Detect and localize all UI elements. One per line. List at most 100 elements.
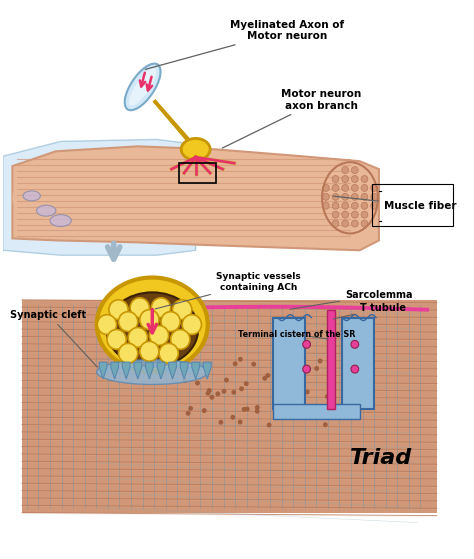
Bar [273, 404, 360, 419]
Circle shape [351, 202, 358, 209]
Circle shape [244, 381, 249, 386]
Circle shape [332, 202, 339, 209]
Bar [179, 163, 216, 183]
Circle shape [245, 406, 250, 411]
Ellipse shape [23, 191, 40, 201]
Circle shape [262, 376, 267, 381]
Circle shape [237, 420, 243, 424]
Circle shape [361, 220, 368, 227]
Circle shape [182, 315, 201, 334]
Circle shape [128, 328, 147, 347]
Text: T tubule: T tubule [333, 303, 406, 319]
Circle shape [210, 395, 214, 400]
Circle shape [173, 300, 192, 320]
Circle shape [303, 365, 310, 373]
Text: Terminal cistern of the SR: Terminal cistern of the SR [238, 330, 356, 339]
Circle shape [224, 377, 229, 382]
Circle shape [342, 167, 348, 173]
Ellipse shape [36, 205, 56, 216]
Ellipse shape [97, 359, 208, 385]
Circle shape [361, 184, 368, 191]
Circle shape [332, 193, 339, 200]
Circle shape [342, 220, 348, 227]
Circle shape [321, 404, 326, 409]
Polygon shape [273, 318, 305, 409]
Circle shape [318, 358, 322, 363]
Text: Sarcolemma: Sarcolemma [290, 290, 413, 309]
Circle shape [322, 202, 329, 209]
Text: Synaptic vessels
containing ACh: Synaptic vessels containing ACh [155, 272, 301, 309]
Circle shape [251, 362, 256, 367]
Circle shape [371, 202, 377, 209]
Circle shape [322, 193, 329, 200]
Circle shape [351, 365, 359, 373]
Circle shape [323, 422, 328, 427]
Circle shape [186, 411, 191, 416]
Ellipse shape [97, 277, 208, 372]
Polygon shape [12, 146, 379, 250]
Polygon shape [122, 362, 130, 379]
Circle shape [332, 211, 339, 218]
Circle shape [182, 378, 187, 383]
Circle shape [332, 220, 339, 227]
Circle shape [351, 167, 358, 173]
Circle shape [361, 176, 368, 182]
Text: Motor neuron
axon branch: Motor neuron axon branch [222, 89, 361, 148]
Circle shape [188, 406, 193, 411]
Circle shape [159, 343, 178, 363]
Circle shape [361, 193, 368, 200]
Polygon shape [99, 362, 107, 379]
Polygon shape [3, 139, 196, 255]
Circle shape [215, 391, 220, 396]
Circle shape [342, 202, 348, 209]
Circle shape [342, 184, 348, 191]
Circle shape [219, 420, 223, 425]
Circle shape [342, 211, 348, 218]
Circle shape [289, 390, 293, 395]
Circle shape [231, 390, 236, 395]
Text: Synaptic cleft: Synaptic cleft [10, 310, 97, 367]
Polygon shape [180, 362, 188, 379]
Circle shape [233, 361, 237, 366]
Bar [327, 310, 335, 409]
Circle shape [351, 220, 358, 227]
Circle shape [351, 340, 359, 348]
Ellipse shape [129, 68, 156, 106]
Circle shape [171, 329, 190, 349]
Ellipse shape [12, 168, 99, 228]
Circle shape [342, 176, 348, 182]
Circle shape [332, 176, 339, 182]
Polygon shape [169, 362, 176, 379]
Circle shape [277, 389, 282, 394]
Circle shape [222, 389, 227, 394]
Polygon shape [203, 362, 211, 379]
Circle shape [207, 388, 212, 393]
Circle shape [275, 382, 280, 387]
Circle shape [292, 378, 297, 383]
Circle shape [118, 343, 138, 363]
Circle shape [118, 312, 138, 331]
Circle shape [342, 193, 348, 200]
Polygon shape [134, 362, 142, 379]
Circle shape [265, 373, 270, 378]
Circle shape [332, 184, 339, 191]
Circle shape [361, 211, 368, 218]
Circle shape [351, 211, 358, 218]
Ellipse shape [50, 215, 71, 226]
Circle shape [325, 394, 330, 399]
Ellipse shape [125, 64, 161, 110]
Circle shape [371, 193, 377, 200]
Circle shape [304, 366, 309, 371]
Circle shape [371, 184, 377, 191]
Circle shape [272, 393, 277, 398]
Circle shape [140, 342, 159, 361]
Circle shape [351, 176, 358, 182]
Circle shape [242, 407, 246, 412]
Bar [22, 300, 437, 513]
Text: Triad: Triad [350, 448, 412, 468]
Ellipse shape [181, 139, 210, 160]
Circle shape [361, 202, 368, 209]
Circle shape [267, 423, 272, 428]
Circle shape [202, 408, 207, 413]
Circle shape [140, 310, 159, 329]
